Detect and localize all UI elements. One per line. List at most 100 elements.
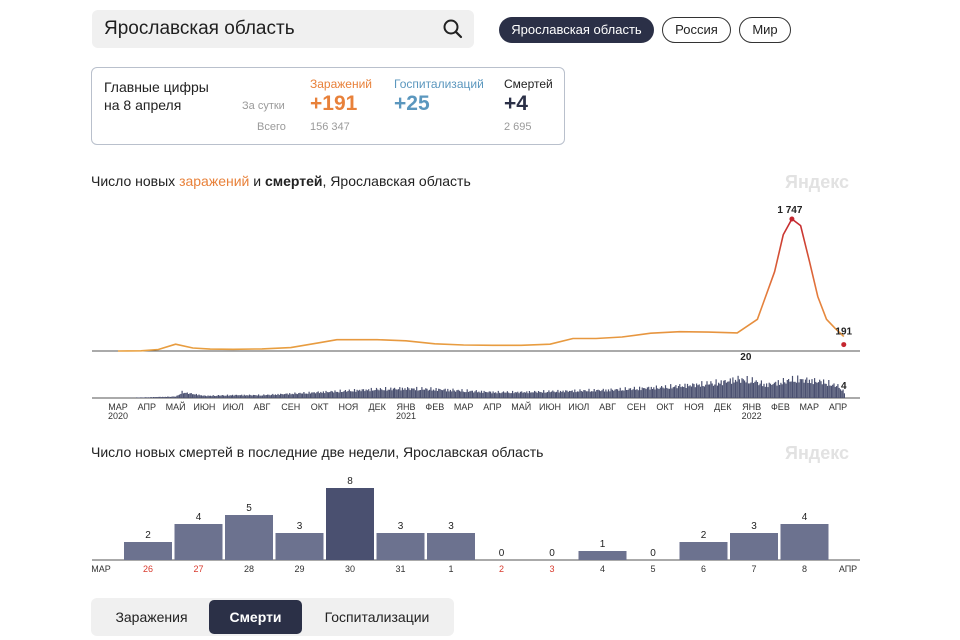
deaths-bar	[296, 394, 298, 398]
deaths-bar	[816, 382, 818, 398]
deaths-bar	[378, 390, 380, 398]
deaths-bar	[596, 390, 598, 398]
deaths-bar	[602, 388, 604, 398]
deaths-bar	[294, 392, 296, 398]
deaths-bar	[740, 382, 742, 398]
deaths-bar	[496, 393, 498, 398]
deaths-bar	[191, 394, 194, 398]
tab-deaths[interactable]: Смерти	[209, 600, 302, 634]
deaths-bar	[672, 387, 674, 398]
deaths-bar	[443, 389, 445, 398]
x-tick-label: 6	[701, 564, 706, 574]
deaths-bar	[307, 393, 309, 398]
deaths-bar	[766, 383, 768, 398]
deaths-bar	[220, 395, 222, 398]
bar-value-label: 2	[145, 530, 151, 541]
deaths-bar	[467, 391, 470, 398]
deaths-bar	[400, 390, 402, 398]
deaths-bar	[399, 387, 401, 398]
deaths-bar	[554, 392, 556, 398]
x-tick-label: 29	[294, 564, 304, 574]
deaths-bar	[150, 397, 152, 398]
deaths-bar	[396, 389, 398, 398]
bar	[780, 524, 829, 560]
deaths-bar	[390, 387, 392, 398]
deaths-bar	[465, 392, 467, 398]
deaths-bar	[473, 392, 475, 398]
deaths-bar	[277, 393, 279, 398]
deaths-bar	[268, 394, 270, 398]
deaths-bar	[782, 378, 784, 398]
deaths-bar	[194, 394, 196, 398]
bar-value-label: 5	[246, 503, 252, 514]
deaths-bar	[668, 388, 670, 398]
x-tick-label: СЕН	[627, 402, 646, 412]
deaths-bar	[344, 390, 346, 398]
deaths-bar	[663, 388, 665, 398]
bar-value-label: 3	[398, 521, 404, 532]
search-input[interactable]: Ярославская область	[104, 18, 295, 39]
deaths-bar	[329, 392, 331, 398]
deaths-bar	[746, 376, 748, 398]
deaths-bar	[342, 391, 344, 398]
region-pill-russia[interactable]: Россия	[662, 17, 731, 43]
deaths-bar	[758, 385, 760, 398]
deaths-bar	[281, 394, 283, 398]
region-pill-world[interactable]: Мир	[739, 17, 791, 43]
deaths-bar	[440, 389, 442, 398]
deaths-bar	[812, 384, 814, 398]
deaths-bar	[175, 396, 177, 398]
bar	[679, 542, 728, 560]
deaths-bar	[352, 391, 354, 398]
deaths-bar	[453, 390, 455, 398]
deaths-bar	[510, 393, 512, 398]
deaths-bar	[715, 379, 717, 398]
deaths-bar	[208, 395, 210, 398]
deaths-bar	[593, 389, 595, 398]
deaths-bar	[732, 377, 734, 398]
deaths-bar	[702, 386, 704, 398]
region-pill-yaroslavl[interactable]: Ярославская область	[499, 17, 654, 43]
tab-hospitalizations[interactable]: Госпитализации	[324, 609, 430, 625]
deaths-bar	[215, 396, 217, 398]
month-end-label: АПР	[839, 564, 857, 574]
deaths-bar	[287, 394, 289, 398]
x-tick-label: ИЮЛ	[568, 402, 589, 412]
deaths-bar	[483, 390, 485, 398]
deaths-bar	[578, 391, 580, 398]
deaths-bar	[707, 384, 709, 398]
deaths-bar	[166, 397, 168, 398]
deaths-bar	[521, 391, 523, 398]
deaths-bar	[357, 390, 359, 398]
deaths-bar	[841, 390, 843, 398]
deaths-bar	[802, 379, 804, 398]
deaths-bar	[591, 391, 593, 398]
deaths-bar	[239, 395, 241, 398]
deaths-bar	[316, 392, 318, 398]
deaths-bar	[814, 378, 816, 398]
bar	[225, 515, 273, 560]
search-box[interactable]: Ярославская область	[92, 10, 474, 48]
deaths-bar	[410, 388, 413, 398]
bar	[730, 533, 778, 560]
deaths-bar	[580, 391, 582, 398]
deaths-bar	[156, 397, 159, 398]
x-tick-label: ФЕВ	[771, 402, 790, 412]
deaths-bar	[692, 383, 694, 398]
deaths-bar	[606, 391, 608, 398]
search-icon[interactable]	[442, 18, 464, 40]
tab-infections[interactable]: Заражения	[115, 609, 188, 625]
deaths-bar	[230, 395, 232, 398]
deaths-bar	[256, 395, 258, 398]
deaths-bar	[326, 392, 328, 398]
deaths-bar	[579, 389, 581, 398]
deaths-bar	[523, 392, 525, 398]
deaths-bar	[248, 394, 251, 398]
deaths-bar	[413, 388, 415, 398]
deaths-day: +4	[504, 92, 528, 115]
deaths-bar	[407, 387, 409, 398]
deaths-bar	[226, 394, 229, 398]
deaths-bar	[480, 390, 483, 398]
infections-deaths-chart: 1 747 191 20 4 МАР АПР МАЙ ИЮН ИЮЛ АВГ СЕН ОКТ НОЯ ДЕ…	[92, 205, 860, 421]
infections-data-label: 191	[835, 327, 852, 338]
